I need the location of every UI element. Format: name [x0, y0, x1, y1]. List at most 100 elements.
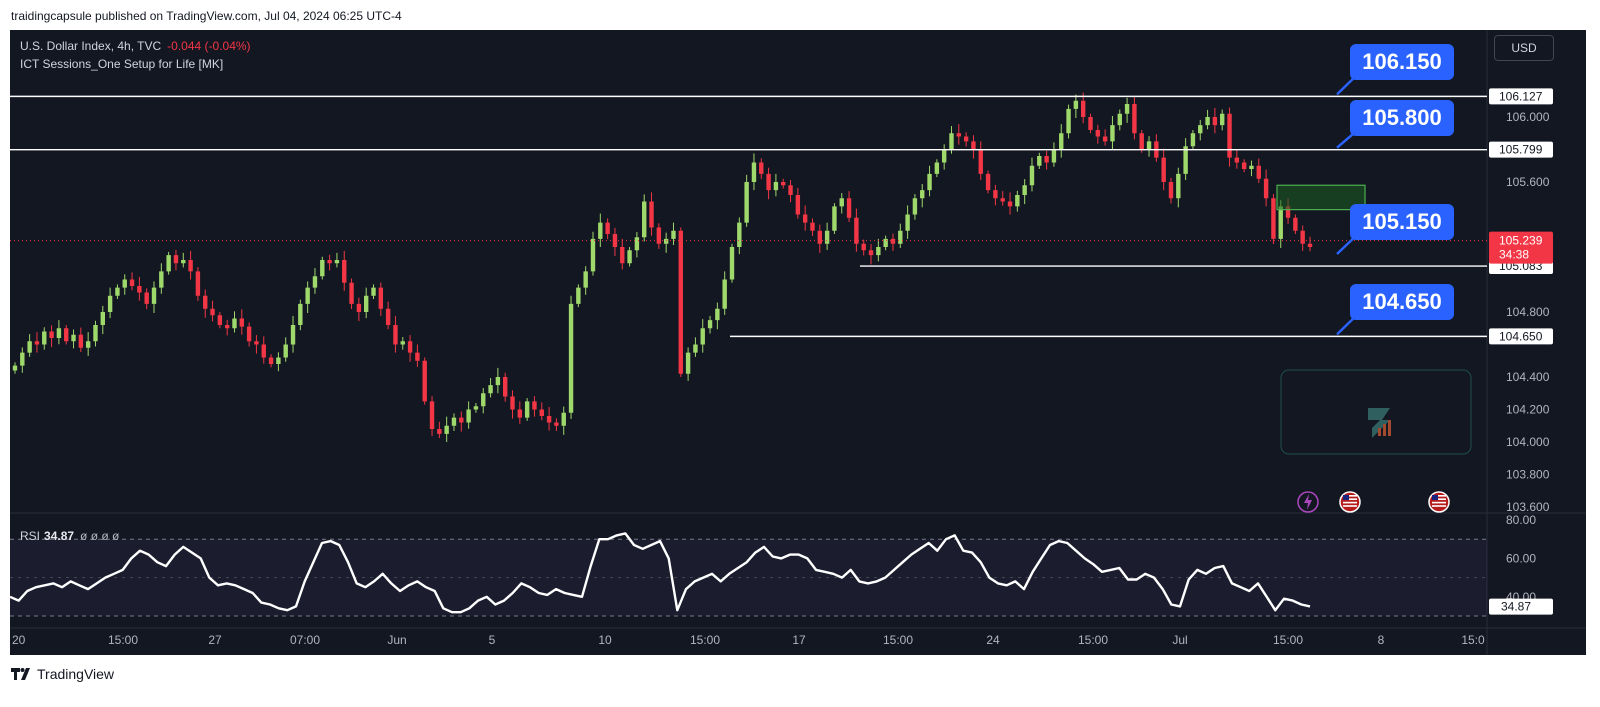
candle-up: [488, 385, 493, 394]
candle-up: [839, 198, 844, 207]
candle-down: [985, 173, 991, 191]
candle-down: [649, 201, 654, 228]
candle-up: [590, 238, 596, 272]
indicator-legend[interactable]: ICT Sessions_One Setup for Life [MK]: [20, 57, 224, 71]
candle-down: [510, 396, 515, 410]
price-axis-label: 103.600: [1506, 500, 1550, 514]
price-tag-104650: 104.650: [1499, 329, 1543, 343]
candle-down: [1256, 165, 1261, 179]
candle-up: [1190, 133, 1196, 147]
annotation-105800[interactable]: 105.800: [1350, 100, 1454, 136]
tradingview-footer[interactable]: TradingView: [11, 666, 114, 682]
candle-down: [429, 401, 435, 429]
rsi-legend[interactable]: RSI 34.87 ø ø ø ø: [20, 529, 119, 543]
candle-down: [554, 422, 559, 426]
candle-down: [978, 149, 983, 174]
candle-down: [459, 417, 464, 423]
candle-down: [378, 287, 384, 309]
candle-down: [415, 352, 420, 361]
candle-up: [744, 182, 749, 223]
candle-down: [605, 222, 610, 234]
annotation-105150[interactable]: 105.150: [1350, 204, 1454, 240]
candle-up: [729, 247, 735, 280]
candle-down: [407, 341, 413, 353]
candle-down: [766, 173, 771, 191]
candle-down: [846, 198, 852, 218]
candle-down: [546, 416, 552, 423]
candle-up: [568, 303, 574, 413]
candle-down: [1168, 182, 1174, 199]
candle-up: [1278, 206, 1283, 239]
price-tag-105799-bg: [1489, 141, 1553, 158]
candle-down: [349, 282, 354, 304]
candle-up: [722, 279, 727, 309]
candle-down: [224, 325, 230, 329]
currency-button[interactable]: USD: [1494, 35, 1554, 61]
candle-up: [905, 214, 910, 231]
annotation-106150[interactable]: 106.150: [1350, 44, 1454, 80]
candle-up: [576, 287, 581, 304]
candle-down: [861, 243, 866, 251]
watermark-bar: [1388, 420, 1391, 436]
candle-up: [1110, 125, 1115, 142]
candle-up: [700, 328, 705, 345]
chart-frame[interactable]: 106.000 105.600 104.800 104.400 104.200 104.0…: [10, 30, 1586, 655]
price-axis-label: 103.800: [1506, 468, 1550, 482]
price-axis-label: 104.200: [1506, 403, 1550, 417]
candle-up: [1176, 173, 1181, 199]
candle-down: [210, 308, 215, 316]
candle-down: [539, 409, 544, 416]
candle-down: [1227, 113, 1232, 158]
candle-down: [1095, 130, 1101, 137]
candle-down: [342, 260, 347, 283]
us-flag-event-icon[interactable]: [1428, 491, 1450, 513]
candle-up: [561, 412, 566, 426]
candle-down: [64, 328, 69, 342]
candle-up: [876, 247, 881, 256]
us-flag-event-icon[interactable]: [1339, 491, 1361, 513]
candle-down: [246, 326, 252, 342]
candle-up: [1066, 108, 1071, 134]
candle-down: [759, 162, 764, 174]
candle-down: [868, 250, 874, 256]
candle-down: [781, 182, 786, 186]
candle-up: [371, 287, 376, 296]
candle-down: [437, 429, 442, 434]
candle-up: [832, 206, 837, 231]
annotation-104650[interactable]: 104.650: [1350, 284, 1454, 320]
rsi-value: 34.87: [44, 529, 75, 543]
time-axis-label: 27: [208, 633, 222, 647]
lightning-event-icon[interactable]: [1297, 491, 1319, 513]
footer-brand: TradingView: [37, 666, 115, 682]
candle-up: [824, 230, 830, 244]
candle-up: [927, 173, 932, 191]
current-price-tag: 105.239: [1499, 234, 1543, 248]
candle-up: [1051, 149, 1057, 163]
candle-down: [1234, 157, 1240, 163]
time-axis-label: 20: [12, 633, 26, 647]
candle-up: [495, 377, 501, 386]
time-axis-label: 15:00: [690, 633, 720, 647]
candle-up: [949, 133, 954, 150]
candle-up: [334, 260, 340, 264]
price-tag-105799: 105.799: [1499, 143, 1543, 157]
time-axis-label: 15:00: [1273, 633, 1303, 647]
candle-up: [1073, 100, 1079, 109]
chart-canvas[interactable]: 106.000 105.600 104.800 104.400 104.200 104.0…: [10, 30, 1586, 655]
symbol-legend[interactable]: U.S. Dollar Index, 4h, TVC -0.044 (-0.04%…: [20, 39, 251, 53]
watermark-bar: [1378, 428, 1381, 436]
rsi-axis-label: 60.00: [1506, 551, 1536, 565]
candle-up: [466, 409, 471, 423]
candle-down: [1080, 100, 1086, 117]
candle-up: [93, 325, 98, 342]
candle-down: [971, 141, 976, 150]
price-axis-label: 104.000: [1506, 435, 1550, 449]
candle-up: [42, 331, 47, 345]
candle-down: [239, 318, 245, 327]
candle-down: [678, 230, 683, 374]
candle-up: [1117, 113, 1122, 126]
candle-down: [203, 295, 208, 309]
rsi-line: [10, 532, 1311, 614]
candle-up: [773, 182, 779, 191]
rsi-tag-bg: [1489, 598, 1553, 615]
